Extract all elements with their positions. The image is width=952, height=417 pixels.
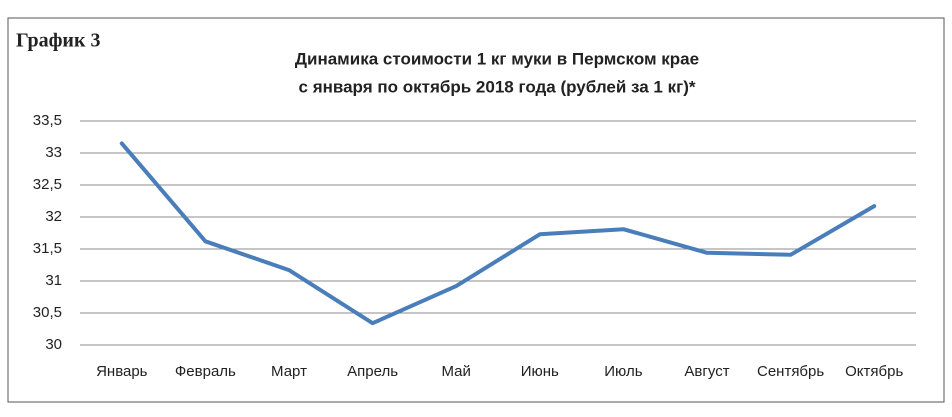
x-tick-label: Октябрь (845, 363, 903, 380)
frame (7, 17, 945, 403)
y-tick-label: 32,5 (33, 176, 62, 193)
y-tick-label: 33,5 (33, 112, 62, 129)
y-tick-label: 30,5 (33, 304, 62, 321)
y-tick-label: 32 (45, 208, 62, 225)
x-tick-label: Январь (96, 363, 148, 380)
x-tick-label: Апрель (347, 363, 398, 380)
x-tick-label: Июнь (521, 363, 559, 380)
data-line (119, 141, 877, 326)
x-tick-label: Март (271, 363, 307, 380)
x-tick-label: Август (684, 363, 729, 380)
y-tick-label: 31 (45, 272, 62, 289)
x-tick-label: Сентябрь (757, 363, 824, 380)
x-tick-label: Май (442, 363, 471, 380)
chart-title: Динамика стоимости 1 кг муки в Пермском … (295, 49, 699, 68)
y-tick-label: 30 (45, 336, 62, 353)
figure-label: График 3 (16, 30, 100, 52)
x-tick-label: Февраль (175, 363, 236, 380)
x-tick-label: Июль (604, 363, 642, 380)
y-tick-label: 33 (45, 144, 62, 161)
chart-title: с января по октябрь 2018 года (рублей за… (299, 77, 696, 96)
y-tick-label: 31,5 (33, 240, 62, 257)
